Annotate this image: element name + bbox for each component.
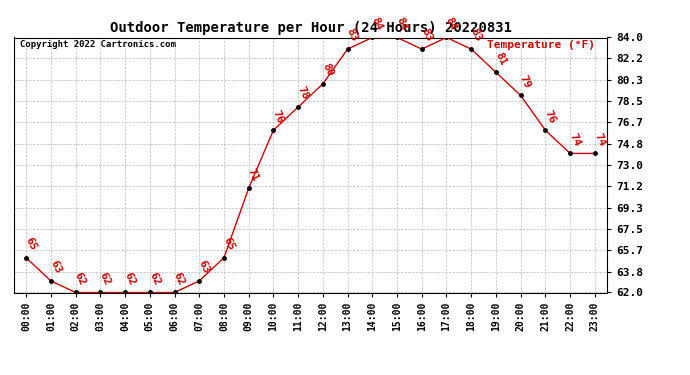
Text: 81: 81 [493, 50, 508, 67]
Text: 62: 62 [97, 270, 112, 287]
Text: 74: 74 [592, 131, 607, 148]
Text: Copyright 2022 Cartronics.com: Copyright 2022 Cartronics.com [20, 40, 176, 49]
Text: 80: 80 [320, 62, 335, 78]
Title: Outdoor Temperature per Hour (24 Hours) 20220831: Outdoor Temperature per Hour (24 Hours) … [110, 21, 511, 35]
Text: 65: 65 [221, 236, 236, 252]
Text: 63: 63 [48, 259, 63, 275]
Text: 62: 62 [172, 270, 186, 287]
Text: 84: 84 [370, 15, 384, 32]
Text: 79: 79 [518, 74, 533, 90]
Text: 63: 63 [197, 259, 211, 275]
Text: 65: 65 [23, 236, 38, 252]
Text: 74: 74 [567, 131, 582, 148]
Text: 83: 83 [469, 27, 483, 44]
Text: 76: 76 [542, 108, 558, 124]
Text: Temperature (°F): Temperature (°F) [487, 40, 595, 50]
Text: 71: 71 [246, 166, 261, 183]
Text: 78: 78 [295, 85, 310, 102]
Text: 76: 76 [270, 108, 286, 124]
Text: 84: 84 [394, 15, 409, 32]
Text: 83: 83 [419, 27, 434, 44]
Text: 62: 62 [122, 270, 137, 287]
Text: 83: 83 [345, 27, 359, 44]
Text: 84: 84 [444, 15, 458, 32]
Text: 62: 62 [73, 270, 88, 287]
Text: 62: 62 [147, 270, 161, 287]
